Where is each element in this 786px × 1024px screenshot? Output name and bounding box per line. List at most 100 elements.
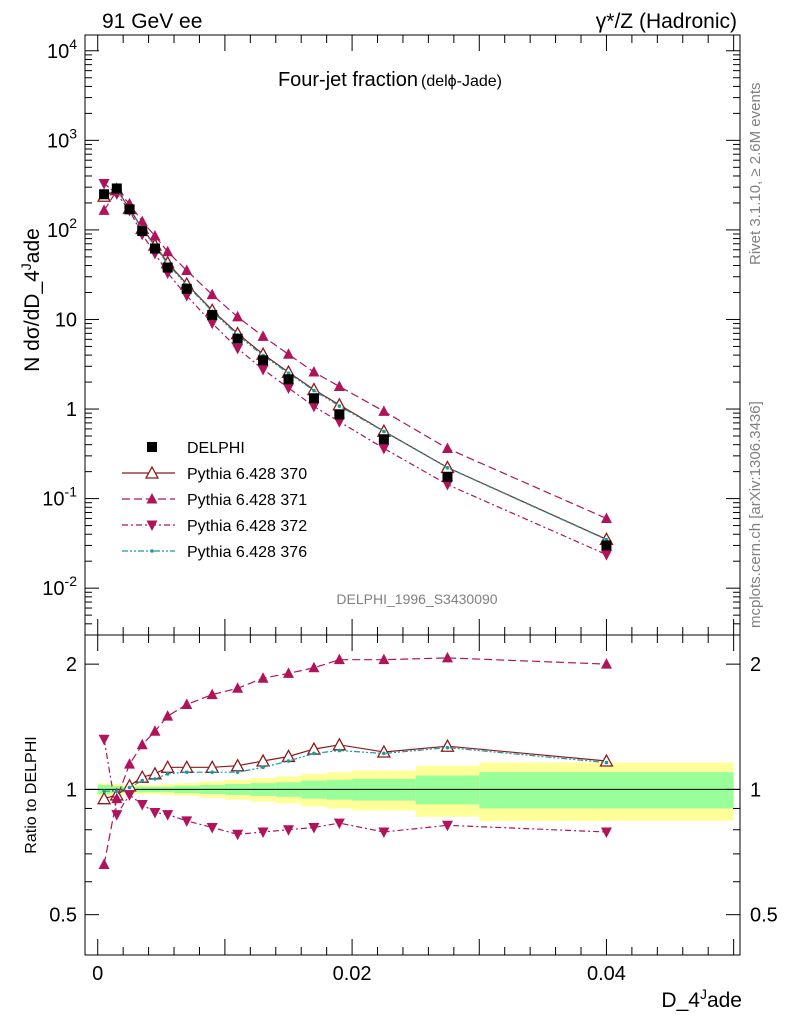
main-plot-area: [96, 178, 614, 561]
series-1-ratio-line: [103, 744, 607, 800]
y-tick-label: 10: [55, 309, 77, 331]
series-3-ratio-point: [136, 799, 148, 811]
ratio-panel: 0.5 0.5 1 1 2 2 0 0.02 0.04: [49, 35, 778, 985]
data-point: [137, 226, 148, 237]
y-tick-label: 10-2: [42, 573, 77, 600]
chart-subtitle: (delϕ-Jade): [421, 73, 502, 90]
series-2-main-point: [308, 366, 320, 377]
series-2-main-point: [282, 348, 294, 359]
series-1-main-line: [103, 188, 607, 540]
series-2-ratio-point: [257, 672, 269, 683]
legend-label: Pythia 6.428 372: [187, 518, 307, 535]
series-2-ratio-point: [162, 710, 174, 721]
series-3-ratio-point: [378, 827, 390, 839]
series-4-main-point: [286, 371, 291, 375]
series-3-main-point: [600, 550, 612, 561]
ratio-y-tick-label-right: 1: [750, 779, 761, 801]
series-3-main-line: [103, 183, 607, 556]
series-2-main-point: [98, 204, 110, 215]
ratio-plot-area: [85, 651, 740, 870]
data-point: [124, 204, 135, 215]
x-tick-label: 0.02: [333, 963, 372, 985]
series-4-ratio-point: [102, 789, 106, 794]
mcplots-label: mcplots.cern.ch [arXiv:1306.3436]: [747, 401, 764, 628]
ratio-y-tick-label: 1: [66, 779, 77, 801]
series-2-ratio-point: [149, 725, 161, 736]
series-3-main-point: [257, 364, 269, 376]
series-3-ratio-point: [232, 829, 244, 841]
legend-label: Pythia 6.428 376: [187, 544, 307, 561]
ratio-panel-frame: [84, 634, 741, 956]
series-3-ratio-point: [441, 820, 453, 832]
series-4-ratio-point: [337, 748, 342, 753]
series-3-ratio-point: [308, 822, 320, 834]
data-point: [334, 409, 345, 420]
series-4-ratio-point: [165, 772, 170, 776]
series-3-ratio-point: [181, 816, 193, 827]
main-panel: 10-2 10-1 1 10 102 103 104 Four-jet fraction (…: [42, 34, 741, 636]
series-2-ratio-point: [124, 758, 136, 769]
series-4-ratio-point: [382, 751, 386, 756]
main-y-axis: 10-2 10-1 1 10 102 103 104: [42, 36, 740, 636]
series-2-ratio-point: [333, 653, 345, 665]
data-point: [232, 333, 243, 344]
legend-marker: [144, 465, 160, 479]
chart-title: Four-jet fraction: [278, 69, 418, 91]
series-3-ratio-line: [103, 739, 607, 835]
series-4-ratio-point: [286, 759, 291, 763]
y-tick-label: 10-1: [42, 484, 77, 511]
series-4-main-point: [382, 429, 386, 434]
header-right-label: γ*/Z (Hadronic): [596, 10, 737, 33]
data-point: [378, 434, 389, 445]
data-point: [99, 189, 110, 200]
series-3-main-point: [206, 318, 218, 330]
series-3-ratio-point: [333, 818, 345, 830]
series-2-main-point: [136, 215, 148, 226]
band-stat-uncertainty: [479, 772, 734, 809]
series-4-main-line: [103, 188, 607, 541]
series-4-ratio-point: [604, 760, 609, 765]
series-4-ratio-point: [210, 770, 214, 774]
series-2-ratio-point: [282, 667, 294, 678]
series-3-main-point: [282, 383, 294, 394]
ratio-y-tick-label-right: 0.5: [750, 905, 778, 927]
series-4-ratio-point: [127, 785, 132, 790]
series-2-ratio-point: [441, 651, 453, 663]
ratio-y-tick-label-right: 2: [750, 654, 761, 676]
data-point: [308, 393, 319, 404]
series-3-ratio-point: [257, 827, 269, 839]
series-2-main-point: [441, 442, 453, 454]
series-2-main-line: [103, 189, 607, 520]
data-point: [207, 310, 218, 321]
series-2-main-point: [181, 264, 193, 276]
legend-label: Pythia 6.428 370: [187, 466, 307, 483]
series-3-ratio-point: [111, 810, 123, 821]
series-4-ratio-point: [235, 770, 240, 774]
data-point: [258, 355, 269, 366]
legend-label: Pythia 6.428 371: [187, 492, 307, 509]
series-2-ratio-line: [103, 657, 607, 865]
ratio-y-tick-label: 2: [66, 654, 77, 676]
data-point: [442, 471, 453, 482]
series-2-ratio-point: [111, 792, 123, 804]
ratio-y-tick-label: 0.5: [49, 905, 77, 927]
series-3-main-point: [378, 443, 390, 455]
series-4-ratio-line: [104, 746, 607, 792]
legend-label: DELPHI: [187, 440, 245, 457]
series-2-ratio-point: [600, 658, 612, 669]
series-4-ratio-point: [140, 778, 145, 783]
series-4-ratio-point: [184, 770, 189, 774]
series-2-ratio-point: [136, 738, 148, 750]
series-1-ratio-point: [599, 753, 614, 767]
series-4-ratio-point: [261, 765, 265, 770]
series-2-ratio-point: [98, 858, 110, 870]
data-point: [149, 243, 160, 254]
legend-marker: [150, 549, 154, 553]
series-3-ratio-point: [162, 810, 174, 821]
ratio-y-axis: 0.5 0.5 1 1 2 2: [49, 654, 778, 956]
analysis-label: DELPHI_1996_S3430090: [336, 591, 497, 607]
series-3-main-point: [232, 343, 244, 355]
series-4-ratio-point: [153, 777, 157, 781]
legend: DELPHI Pythia 6.428 370 Pythia 6.428 371 Py…: [122, 440, 307, 561]
series-3-ratio-point: [124, 790, 136, 801]
